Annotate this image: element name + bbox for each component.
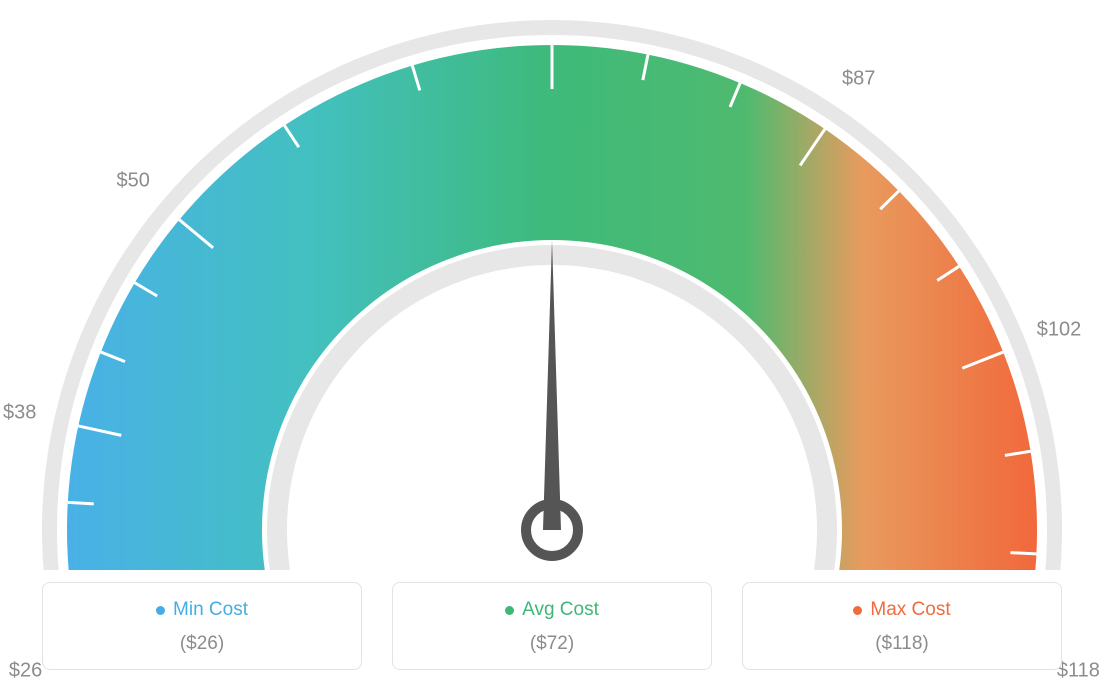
legend-value: ($118) (743, 633, 1061, 655)
tick-minor (1010, 553, 1036, 554)
legend-dot-icon (505, 606, 514, 615)
legend-value: ($26) (43, 633, 361, 655)
gauge-needle (543, 240, 561, 530)
gauge-svg (0, 0, 1104, 570)
legend-card: Min Cost ($26) (42, 582, 362, 670)
gauge-area: $26$38$50$72$87$102$118 (0, 0, 1104, 570)
legend-label: Max Cost (870, 599, 950, 621)
legend-title: Min Cost (156, 599, 248, 621)
legend-card: Avg Cost ($72) (392, 582, 712, 670)
legend-dot-icon (853, 606, 862, 615)
tick-minor (68, 502, 94, 503)
tick-label: $102 (1037, 319, 1082, 342)
legend-label: Avg Cost (522, 599, 599, 621)
legend-row: Min Cost ($26) Avg Cost ($72) Max Cost ($118) (0, 582, 1104, 670)
tick-label: $87 (842, 68, 875, 91)
tick-label: $38 (3, 402, 36, 425)
legend-card: Max Cost ($118) (742, 582, 1062, 670)
tick-label: $50 (116, 170, 149, 193)
legend-title: Max Cost (853, 599, 950, 621)
cost-gauge-chart: $26$38$50$72$87$102$118 Min Cost($26)Avg… (0, 0, 1104, 690)
legend-dot-icon (156, 606, 165, 615)
legend-label: Min Cost (173, 599, 248, 621)
legend-title: Avg Cost (505, 599, 599, 621)
legend-value: ($72) (393, 633, 711, 655)
